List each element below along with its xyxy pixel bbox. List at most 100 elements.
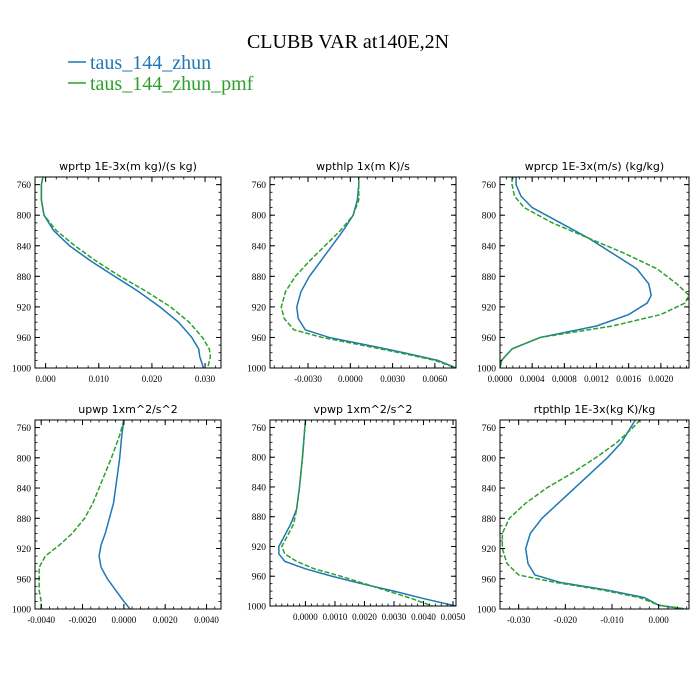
x-tick-label-vpwp: 0.0030 [382,612,407,622]
legend-label-zhun: taus_144_zhun [90,52,211,74]
y-tick-label-upwp: 960 [17,575,32,585]
y-tick-label-vpwp: 880 [252,513,267,523]
x-tick-label-wpthlp: 0.0000 [338,374,363,384]
y-tick-label-wprtp: 960 [17,334,32,344]
x-tick-label-rtpthlp: -0.030 [507,615,531,625]
x-tick-label-wprcp: 0.0000 [488,374,513,384]
series-line-wpthlp-zhun-pmf [280,177,456,368]
y-tick-label-rtpthlp: 880 [482,515,497,525]
y-tick-label-wprcp: 920 [482,303,497,313]
y-tick-label-wprtp: 800 [17,212,32,222]
x-tick-label-wprtp: 0.030 [195,374,216,384]
panel-vpwp: vpwp 1xm^2/s^2 760 800 840 880 920 960 1000 0.00… [247,403,466,622]
y-tick-label-rtpthlp: 760 [482,424,497,434]
y-tick-label-vpwp: 840 [252,483,267,493]
panel-wprtp: wprtp 1E-3x(m kg)/(s kg) 760 800 840 880 920 9… [12,160,222,384]
x-tick-label-wprcp: 0.0016 [616,374,641,384]
y-tick-label-wprcp: 800 [482,212,497,222]
series-line-upwp-zhun [98,420,131,609]
legend-label-zhun-pmf: taus_144_zhun_pmf [90,73,254,95]
x-tick-label-wprcp: 0.0008 [552,374,577,384]
y-tick-label-rtpthlp: 800 [482,454,497,464]
panel-title-wprcp: wprcp 1E-3x(m/s) (kg/kg) [525,160,664,173]
plot-frame-wprcp [499,176,690,369]
plot-frame-wprtp [34,176,222,369]
y-tick-label-wprtp: 760 [17,181,32,191]
x-tick-label-vpwp: 0.0040 [411,612,436,622]
y-tick-label-vpwp: 800 [252,454,267,464]
y-tick-label-upwp: 800 [17,454,32,464]
y-tick-label-wprcp: 840 [482,242,497,252]
plot-frame-upwp [34,419,222,610]
series-line-vpwp-zhun-pmf [280,420,433,606]
x-tick-label-wpthlp: 0.0060 [422,374,447,384]
x-tick-label-vpwp: 0.0020 [352,612,377,622]
y-tick-label-vpwp: 760 [252,424,267,434]
y-tick-label-wprcp: 880 [482,273,497,283]
series-line-wpthlp-zhun [296,177,456,368]
y-tick-label-wpthlp: 760 [252,181,267,191]
series-line-rtpthlp-zhun-pmf [501,420,687,609]
y-tick-label-rtpthlp: 920 [482,545,497,555]
series-line-vpwp-zhun [278,420,456,606]
y-tick-label-rtpthlp: 1000 [477,606,496,616]
x-tick-label-upwp: -0.0040 [27,615,55,625]
y-tick-label-wpthlp: 840 [252,242,267,252]
x-tick-label-wprcp: 0.0004 [520,374,545,384]
y-tick-label-upwp: 920 [17,545,32,555]
series-line-rtpthlp-zhun [524,420,685,609]
plot-frame-wpthlp [269,176,457,369]
y-tick-label-vpwp: 920 [252,543,267,553]
x-tick-label-vpwp: 0.0010 [323,612,348,622]
x-tick-label-vpwp: 0.0050 [441,612,466,622]
x-tick-label-wprtp: 0.000 [36,374,57,384]
x-tick-label-rtpthlp: 0.000 [649,615,670,625]
x-tick-label-upwp: 0.0020 [153,615,178,625]
y-tick-label-upwp: 880 [17,515,32,525]
panel-upwp: upwp 1xm^2/s^27608008408809209601000-0.0… [12,403,222,625]
y-tick-label-vpwp: 1000 [247,603,266,613]
panel-title-upwp: upwp 1xm^2/s^2 [78,403,178,416]
panel-wpthlp: wpthlp 1x(m K)/s 760 800 840 880 920 960 1000 -0… [247,160,457,384]
x-tick-label-upwp: 0.0040 [194,615,219,625]
y-tick-label-wprcp: 760 [482,181,497,191]
y-tick-label-upwp: 760 [17,424,32,434]
panels-grid: wprtp 1E-3x(m kg)/(s kg) 760 800 840 880 920 9… [12,160,690,625]
y-tick-label-wprtp: 880 [17,273,32,283]
panel-wprcp: wprcp 1E-3x(m/s) (kg/kg) 760 800 840 880 920 9… [477,160,690,384]
x-tick-label-upwp: -0.0020 [69,615,97,625]
y-tick-label-upwp: 840 [17,485,32,495]
y-tick-label-wpthlp: 800 [252,212,267,222]
y-tick-label-wprcp: 1000 [477,365,496,375]
panel-title-vpwp: vpwp 1xm^2/s^2 [313,403,412,416]
panel-title-wprtp: wprtp 1E-3x(m kg)/(s kg) [59,160,197,173]
x-tick-label-wpthlp: 0.0030 [380,374,405,384]
x-tick-label-wpthlp: -0.0030 [294,374,322,384]
plot-frame-vpwp [269,419,457,607]
y-tick-label-wprtp: 920 [17,303,32,313]
x-tick-label-rtpthlp: -0.010 [600,615,624,625]
y-tick-label-vpwp: 960 [252,573,267,583]
x-tick-label-wprcp: 0.0012 [584,374,609,384]
plot-frame-rtpthlp [499,419,690,610]
x-tick-label-wprtp: 0.010 [89,374,110,384]
series-line-wprtp-zhun [40,177,205,368]
x-tick-label-wprtp: 0.020 [142,374,163,384]
x-tick-label-upwp: 0.0000 [111,615,136,625]
y-tick-label-wprtp: 1000 [12,365,31,375]
x-tick-label-vpwp: 0.0000 [293,612,318,622]
series-line-wprcp-zhun [500,177,652,368]
series-line-wprtp-zhun-pmf [40,177,212,368]
figure-title: CLUBB VAR at140E,2N [247,31,449,53]
x-tick-label-rtpthlp: -0.020 [554,615,578,625]
legend: taus_144_zhun taus_144_zhun_pmf [68,52,254,95]
y-tick-label-wpthlp: 880 [252,273,267,283]
series-line-upwp-zhun-pmf [38,420,125,609]
y-tick-label-wpthlp: 1000 [247,365,266,375]
y-tick-label-wpthlp: 960 [252,334,267,344]
y-tick-label-wprcp: 960 [482,334,497,344]
y-tick-label-wprtp: 840 [17,242,32,252]
y-tick-label-upwp: 1000 [12,606,31,616]
panel-rtpthlp: rtpthlp 1E-3x(kg K)/kg 760 800 840 880 920 960… [477,403,690,625]
